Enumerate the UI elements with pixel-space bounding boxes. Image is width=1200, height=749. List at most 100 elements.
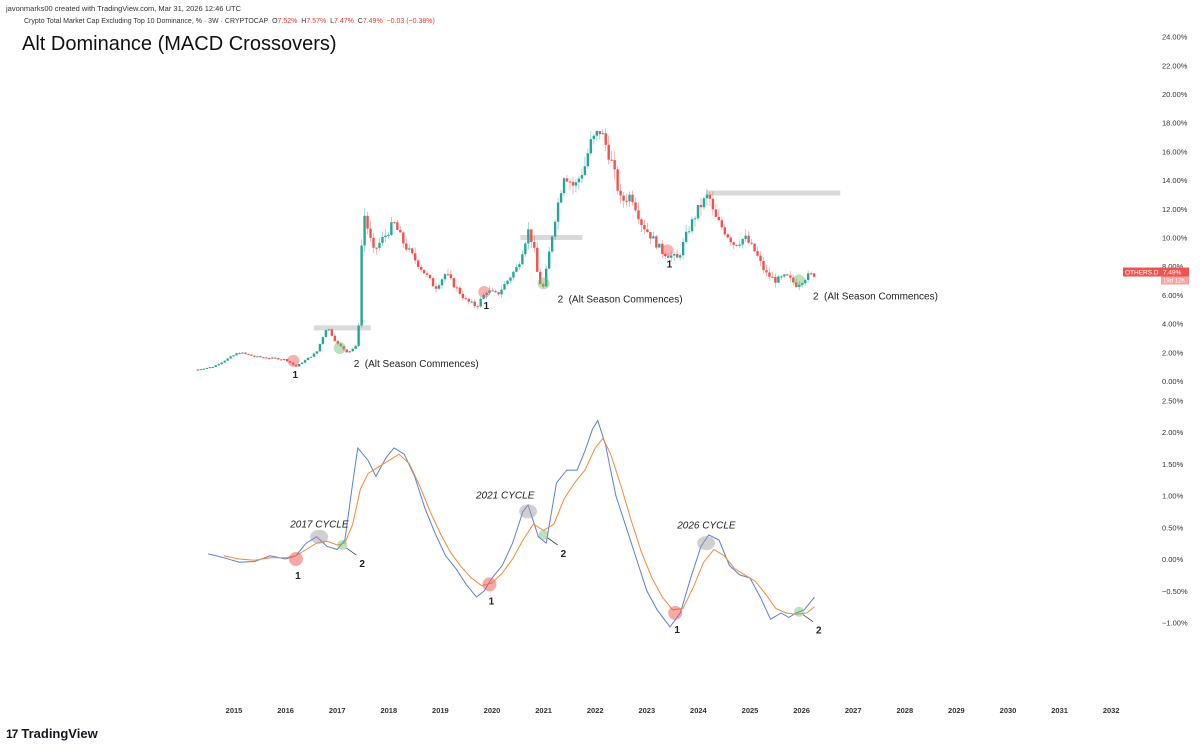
price-axis-tick: 8.00% bbox=[1162, 262, 1184, 271]
candle-body bbox=[202, 368, 206, 370]
candle-body bbox=[235, 353, 238, 356]
candle-body bbox=[622, 195, 625, 201]
price-axis-tick: 2.00% bbox=[1162, 348, 1184, 357]
candle-body bbox=[408, 248, 411, 250]
candle-body bbox=[798, 284, 801, 288]
price-axis-tick: 22.00% bbox=[1162, 61, 1188, 70]
candle-body bbox=[553, 221, 557, 237]
candle-body bbox=[524, 243, 527, 255]
candle-body bbox=[759, 255, 762, 261]
candle-body bbox=[300, 362, 304, 365]
candle-body bbox=[482, 294, 485, 299]
macd-label-1: 1 bbox=[489, 596, 495, 607]
symbol-info: Crypto Total Market Cap Excluding Top 10… bbox=[24, 18, 435, 25]
candle-body bbox=[491, 290, 494, 292]
candle-body bbox=[354, 345, 357, 349]
credit-line: javonmarks00 created with TradingView.co… bbox=[6, 4, 241, 13]
candle-body bbox=[646, 229, 649, 233]
candle-body bbox=[681, 241, 685, 256]
candle-body bbox=[562, 178, 566, 194]
candle-body bbox=[506, 280, 509, 285]
cycle-top-marker bbox=[310, 529, 329, 544]
candle-body bbox=[479, 298, 482, 307]
candle-body bbox=[303, 360, 307, 363]
bearish-marker bbox=[661, 244, 674, 257]
candle-body bbox=[571, 181, 575, 186]
macd-axis-tick: 1.50% bbox=[1162, 460, 1184, 469]
candle-body bbox=[708, 194, 712, 199]
candle-body bbox=[336, 340, 339, 344]
candle-body bbox=[592, 135, 596, 140]
macd-axis-tick: 0.50% bbox=[1162, 523, 1184, 532]
bullish-macd-marker bbox=[337, 540, 348, 551]
candle-body bbox=[595, 131, 598, 136]
candle-body bbox=[238, 353, 241, 355]
candle-body bbox=[458, 287, 462, 294]
candle-body bbox=[250, 354, 253, 356]
candle-body bbox=[440, 279, 444, 286]
candle-body bbox=[527, 229, 530, 244]
candle-body bbox=[786, 274, 789, 276]
price-label-2: 2 bbox=[354, 359, 360, 370]
candle-body bbox=[637, 210, 640, 220]
candle-body bbox=[521, 254, 524, 265]
macd-axis-tick: 2.50% bbox=[1162, 396, 1184, 405]
candle-body bbox=[777, 276, 780, 283]
candle-body bbox=[717, 216, 721, 221]
candle-body bbox=[196, 369, 200, 371]
macd-axis-tick: −1.00% bbox=[1162, 619, 1188, 628]
candle-body bbox=[268, 358, 271, 360]
candle-body bbox=[598, 131, 601, 134]
candle-body bbox=[658, 243, 661, 248]
candle-body bbox=[536, 247, 539, 272]
candle-body bbox=[530, 229, 533, 242]
candle-body bbox=[393, 222, 396, 224]
candle-body bbox=[241, 352, 244, 354]
candle-body bbox=[732, 242, 735, 245]
candle-body bbox=[280, 359, 283, 361]
candle-body bbox=[607, 144, 610, 160]
candle-body bbox=[333, 335, 337, 341]
candle-body bbox=[741, 238, 744, 245]
candle-body bbox=[283, 359, 286, 361]
year-tick: 2019 bbox=[432, 706, 449, 715]
bearish-marker bbox=[287, 354, 300, 367]
chart-title: Alt Dominance (MACD Crossovers) bbox=[22, 33, 337, 55]
candle-body bbox=[765, 270, 768, 273]
arrow-line bbox=[547, 537, 558, 546]
price-label-1: 1 bbox=[667, 259, 673, 270]
candle-body bbox=[485, 292, 488, 295]
price-badge-value-bg bbox=[1161, 267, 1189, 277]
candle-body bbox=[327, 329, 331, 331]
candle-body bbox=[217, 364, 220, 366]
candle-body bbox=[413, 253, 417, 261]
candle-body bbox=[667, 256, 670, 258]
candle-body bbox=[616, 169, 619, 191]
alt-season-note: (Alt Season Commences) bbox=[569, 294, 683, 305]
macd-axis-tick: 2.00% bbox=[1162, 428, 1184, 437]
year-tick: 2026 bbox=[793, 706, 810, 715]
bullish-marker bbox=[793, 274, 806, 287]
bearish-marker bbox=[478, 286, 491, 299]
candle-body bbox=[324, 330, 328, 338]
candle-body bbox=[473, 301, 476, 307]
candle-body bbox=[544, 268, 548, 287]
candle-body bbox=[214, 365, 217, 367]
candle-body bbox=[274, 357, 277, 359]
candle-body bbox=[661, 243, 664, 254]
candle-body bbox=[297, 364, 301, 367]
cycle-annotation: 2026 CYCLE bbox=[676, 521, 736, 532]
candle-body bbox=[550, 236, 554, 252]
candle-body bbox=[604, 133, 607, 145]
price-axis-tick: 18.00% bbox=[1162, 119, 1188, 128]
candle-body bbox=[640, 219, 643, 225]
tradingview-brand[interactable]: 17 TradingView bbox=[6, 726, 98, 741]
candle-body bbox=[586, 153, 590, 167]
candle-body bbox=[232, 355, 235, 357]
low-label: L bbox=[330, 18, 335, 25]
bullish-marker bbox=[537, 277, 550, 290]
candle-body bbox=[610, 159, 613, 161]
year-tick: 2021 bbox=[535, 706, 552, 715]
candle-body bbox=[780, 276, 783, 278]
